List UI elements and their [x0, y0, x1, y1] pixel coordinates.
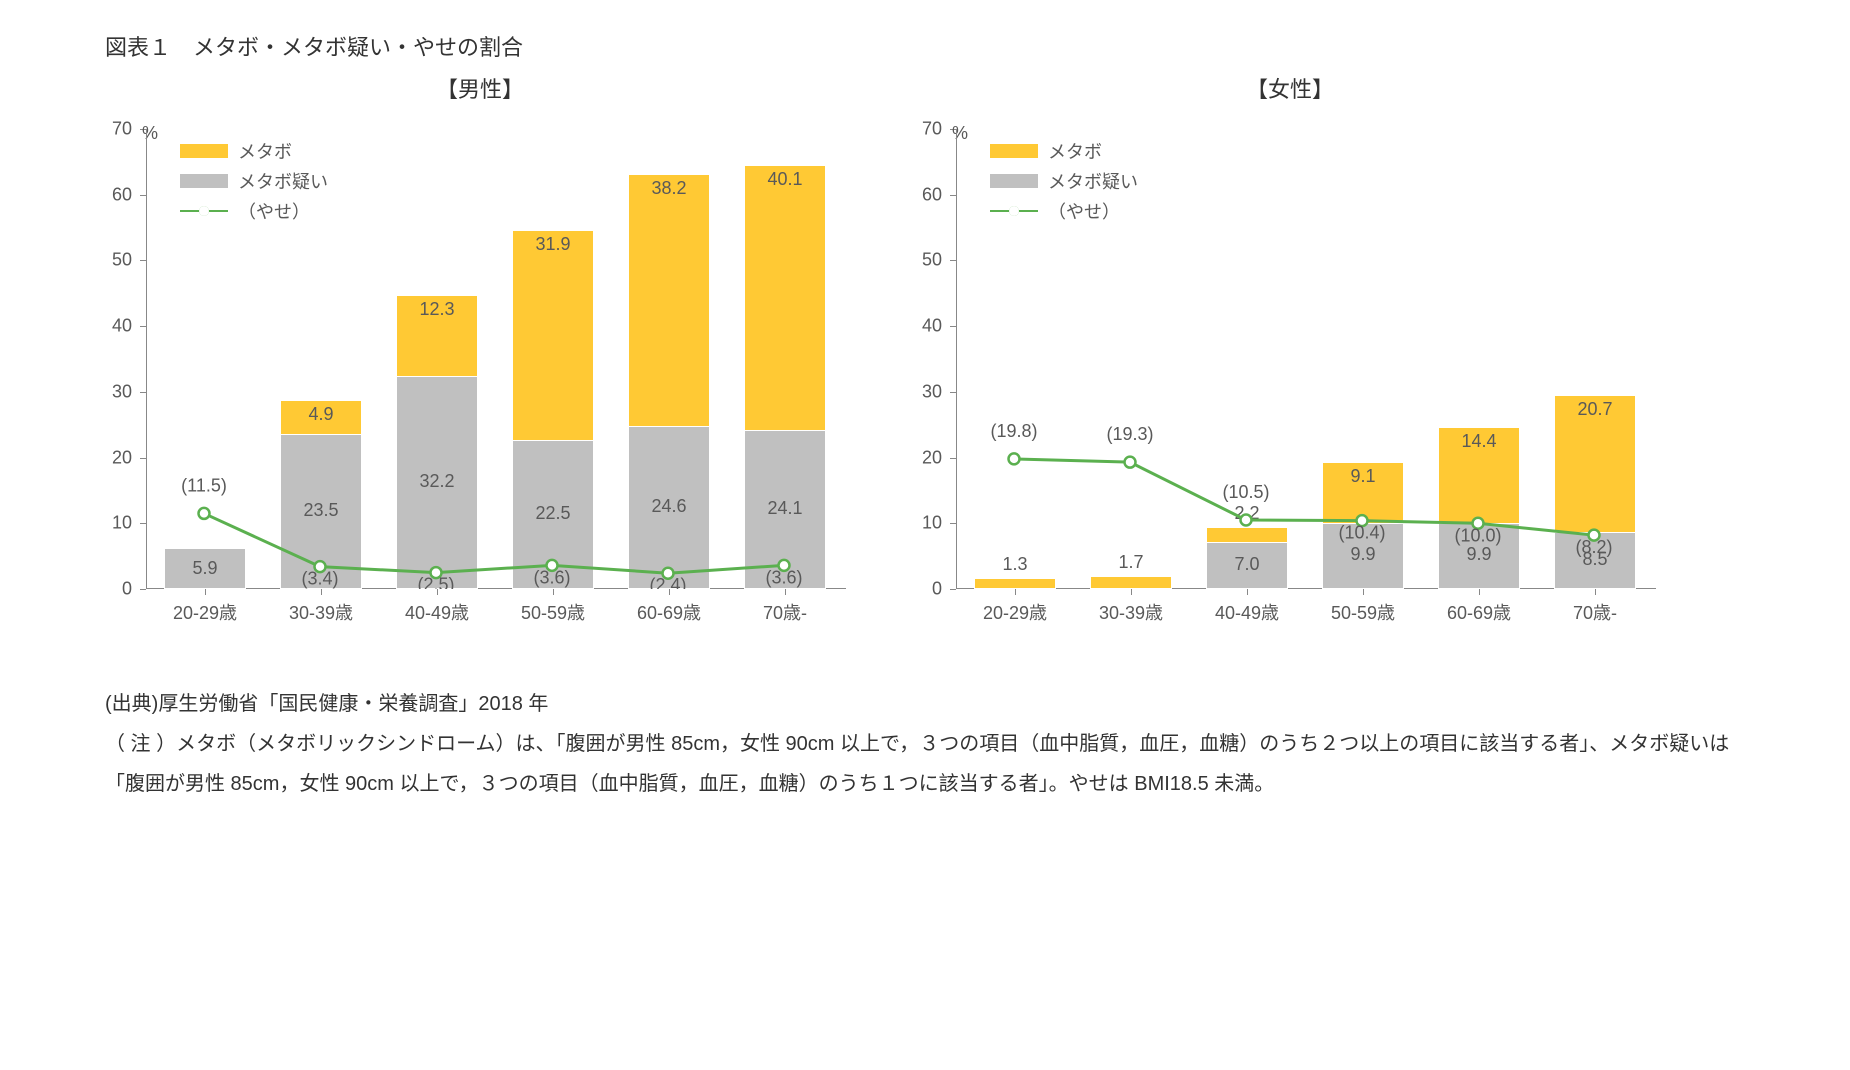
x-tick-label: 70歳-	[727, 599, 843, 625]
x-tick-label: 70歳-	[1537, 599, 1653, 625]
legend-label-yase: （やせ）	[238, 198, 310, 224]
x-tick-label: 50-59歳	[495, 599, 611, 625]
y-tick-label: 10	[112, 513, 132, 534]
legend-swatch-metabo	[990, 144, 1038, 158]
metabo-value-label: 1.3	[967, 554, 1063, 575]
y-tick-label: 0	[932, 579, 942, 600]
chart-male: 【男性】010203040506070%5.920-29歳23.54.930-3…	[80, 72, 880, 659]
suspect-value-label: 24.6	[621, 496, 717, 517]
y-tick-label: 40	[112, 316, 132, 337]
bar-group: 24.638.2	[629, 129, 709, 588]
chart-title: 図表１ メタボ・メタボ疑い・やせの割合	[105, 30, 1770, 62]
metabo-value-label: 4.9	[273, 404, 369, 425]
metabo-value-label: 2.2	[1199, 503, 1295, 524]
y-tick-label: 60	[112, 184, 132, 205]
chart-female: 【女性】010203040506070%1.320-29歳1.730-39歳7.…	[890, 72, 1690, 659]
legend-swatch-metabo	[180, 144, 228, 158]
suspect-value-label: 32.2	[389, 471, 485, 492]
legend-line-yase	[990, 210, 1038, 212]
legend: メタボメタボ疑い （やせ）	[180, 134, 328, 228]
y-tick-label: 70	[112, 119, 132, 140]
y-tick-label: 0	[122, 579, 132, 600]
charts-container: 【男性】010203040506070%5.920-29歳23.54.930-3…	[80, 72, 1770, 659]
bar-group: 22.531.9	[513, 129, 593, 588]
footnote-line: (出典)厚生労働省「国民健康・栄養調査」2018 年	[105, 684, 1745, 724]
footnotes: (出典)厚生労働省「国民健康・栄養調査」2018 年（ 注 ）メタボ（メタボリッ…	[105, 684, 1745, 804]
metabo-value-label: 1.7	[1083, 552, 1179, 573]
y-tick-label: 50	[922, 250, 942, 271]
bar-metabo	[1091, 577, 1171, 588]
x-tick-label: 20-29歳	[147, 599, 263, 625]
metabo-value-label: 9.1	[1315, 466, 1411, 487]
metabo-value-label: 12.3	[389, 299, 485, 320]
suspect-value-label: 23.5	[273, 500, 369, 521]
x-tick-label: 60-69歳	[1421, 599, 1537, 625]
y-tick-label: 10	[922, 513, 942, 534]
legend-label-metabo: メタボ	[238, 138, 292, 164]
y-tick-label: 40	[922, 316, 942, 337]
metabo-value-label: 40.1	[737, 169, 833, 190]
metabo-value-label: 20.7	[1547, 399, 1643, 420]
x-tick-label: 20-29歳	[957, 599, 1073, 625]
legend: メタボメタボ疑い （やせ）	[990, 134, 1138, 228]
y-tick-label: 30	[922, 381, 942, 402]
bar-metabo	[629, 175, 709, 426]
suspect-value-label: 22.5	[505, 503, 601, 524]
bar-metabo	[1207, 528, 1287, 542]
bar-group: 9.914.4	[1439, 129, 1519, 588]
footnote-line: （ 注 ）メタボ（メタボリックシンドローム）は、「腹囲が男性 85cm，女性 9…	[105, 724, 1745, 804]
y-tick-label: 20	[112, 447, 132, 468]
bar-group: 32.212.3	[397, 129, 477, 588]
suspect-value-label: 9.9	[1315, 544, 1411, 565]
chart-subtitle: 【女性】	[890, 72, 1690, 104]
x-tick-label: 50-59歳	[1305, 599, 1421, 625]
bar-metabo	[513, 231, 593, 441]
chart-subtitle: 【男性】	[80, 72, 880, 104]
metabo-value-label: 14.4	[1431, 431, 1527, 452]
x-tick-label: 30-39歳	[263, 599, 379, 625]
y-tick-label: 50	[112, 250, 132, 271]
bar-group: 9.99.1	[1323, 129, 1403, 588]
x-tick-label: 30-39歳	[1073, 599, 1189, 625]
bar-group: 24.140.1	[745, 129, 825, 588]
suspect-value-label: 7.0	[1199, 554, 1295, 575]
x-tick-label: 40-49歳	[379, 599, 495, 625]
suspect-value-label: 24.1	[737, 498, 833, 519]
bar-group: 8.520.7	[1555, 129, 1635, 588]
legend-line-yase	[180, 210, 228, 212]
metabo-value-label: 38.2	[621, 178, 717, 199]
legend-swatch-suspect	[990, 174, 1038, 188]
x-tick-label: 60-69歳	[611, 599, 727, 625]
legend-swatch-suspect	[180, 174, 228, 188]
y-tick-label: 70	[922, 119, 942, 140]
suspect-value-label: 5.9	[157, 558, 253, 579]
legend-label-yase: （やせ）	[1048, 198, 1120, 224]
bar-metabo	[745, 166, 825, 430]
suspect-value-label: 9.9	[1431, 544, 1527, 565]
metabo-value-label: 31.9	[505, 234, 601, 255]
y-tick-label: 20	[922, 447, 942, 468]
y-tick-label: 60	[922, 184, 942, 205]
y-tick-label: 30	[112, 381, 132, 402]
bar-group: 7.02.2	[1207, 129, 1287, 588]
legend-label-metabo: メタボ	[1048, 138, 1102, 164]
x-tick-label: 40-49歳	[1189, 599, 1305, 625]
suspect-value-label: 8.5	[1547, 549, 1643, 570]
bar-metabo	[975, 579, 1055, 588]
legend-label-suspect: メタボ疑い	[238, 168, 328, 194]
legend-label-suspect: メタボ疑い	[1048, 168, 1138, 194]
